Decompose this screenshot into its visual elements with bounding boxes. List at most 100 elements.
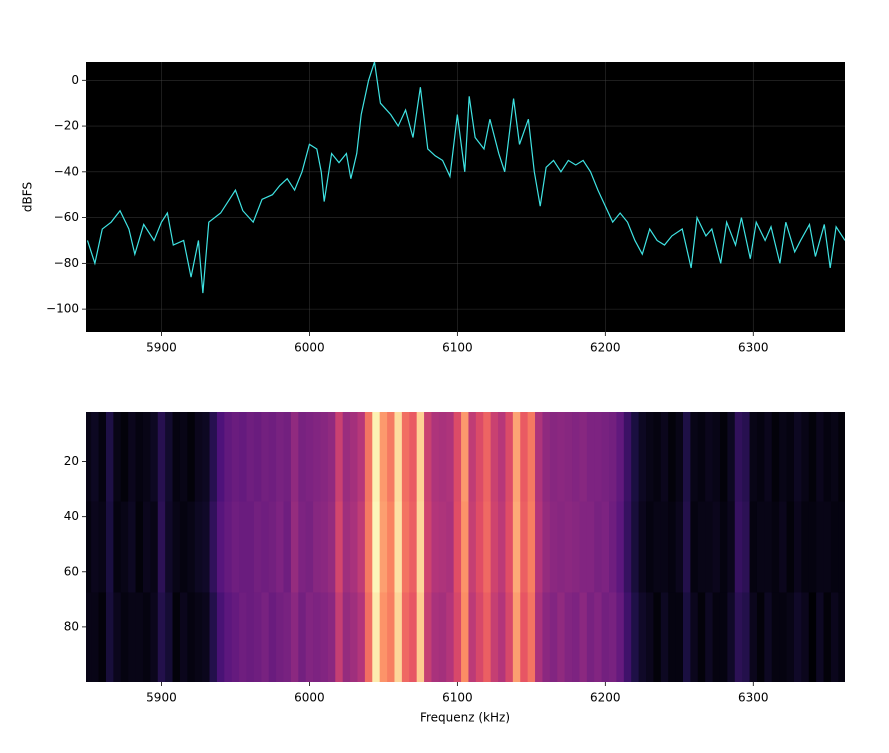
y-tick-label: −20: [54, 119, 79, 133]
y-tick-label: 20: [64, 454, 79, 468]
heatmap-cell: [586, 412, 595, 503]
heatmap-cell: [165, 501, 174, 593]
heatmap-cell: [816, 412, 825, 503]
heatmap-cell: [357, 592, 366, 682]
heatmap-cell: [668, 592, 677, 682]
heatmap-cell: [808, 412, 817, 503]
heatmap-cell: [675, 592, 684, 682]
heatmap-cell: [401, 412, 410, 503]
heatmap-cell: [224, 412, 233, 503]
heatmap-cell: [401, 501, 410, 593]
heatmap-cell: [179, 592, 188, 682]
heatmap-cell: [194, 501, 203, 593]
heatmap-cell: [505, 592, 514, 682]
y-tick-label: −60: [54, 210, 79, 224]
heatmap-cell: [461, 592, 469, 682]
heatmap-cell: [675, 501, 684, 593]
heatmap-cell: [387, 412, 395, 503]
heatmap-cell: [719, 412, 728, 503]
heatmap-cell: [712, 501, 721, 593]
heatmap-cell: [320, 412, 329, 503]
heatmap-cell: [682, 592, 691, 682]
heatmap-cell: [660, 412, 669, 503]
heatmap-cell: [387, 501, 395, 593]
heatmap-cell: [475, 501, 484, 593]
heatmap-cell: [586, 592, 595, 682]
heatmap-cell: [290, 501, 299, 593]
heatmap-cell: [498, 501, 506, 593]
heatmap-cell: [801, 592, 810, 682]
heatmap-cell: [216, 501, 225, 593]
heatmap-cell: [734, 412, 743, 503]
heatmap-cell: [786, 592, 795, 682]
heatmap-cell: [424, 592, 432, 682]
x-tick-label: 5900: [146, 341, 177, 355]
heatmap-cell: [298, 412, 307, 503]
heatmap-cell: [705, 592, 714, 682]
heatmap-cell: [779, 412, 788, 503]
heatmap-cell: [727, 412, 736, 503]
heatmap-cell: [283, 412, 292, 503]
heatmap-cell: [128, 412, 137, 503]
heatmap-cell: [453, 592, 462, 682]
heatmap-cell: [512, 412, 521, 503]
heatmap-cell: [416, 592, 425, 682]
heatmap-cell: [283, 592, 292, 682]
x-tick-label: 6300: [738, 691, 769, 705]
heatmap-cell: [719, 501, 728, 593]
heatmap-cell: [342, 501, 351, 593]
heatmap-cell: [601, 501, 610, 593]
heatmap-cell: [586, 501, 595, 593]
heatmap-cell: [653, 412, 662, 503]
heatmap-cell: [187, 501, 196, 593]
heatmap-cell: [187, 592, 196, 682]
heatmap-cell: [756, 501, 765, 593]
heatmap-cell: [594, 501, 603, 593]
heatmap-cell: [512, 501, 521, 593]
heatmap-cell: [742, 501, 751, 593]
heatmap-cell: [838, 412, 845, 503]
plot-content: [86, 62, 845, 332]
heatmap-cell: [98, 592, 107, 682]
heatmap-cell: [98, 501, 107, 593]
heatmap-cell: [357, 412, 366, 503]
heatmap-cell: [823, 412, 832, 503]
x-tick-label: 6300: [738, 341, 769, 355]
heatmap-cell: [305, 412, 314, 503]
heatmap-cell: [646, 412, 654, 503]
heatmap-cell: [209, 501, 218, 593]
heatmap-cell: [512, 592, 521, 682]
heatmap-cell: [276, 501, 285, 593]
heatmap-cell: [313, 592, 322, 682]
heatmap-cell: [350, 592, 358, 682]
heatmap-cell: [120, 592, 129, 682]
heatmap-cell: [394, 412, 403, 503]
heatmap-cell: [697, 412, 706, 503]
heatmap-cell: [549, 412, 558, 503]
heatmap-cell: [579, 412, 588, 503]
x-axis-label: Frequenz (kHz): [420, 711, 510, 725]
heatmap-cell: [742, 592, 751, 682]
heatmap-cell: [438, 501, 447, 593]
heatmap-cell: [564, 592, 573, 682]
heatmap-cell: [335, 412, 344, 503]
heatmap-cell: [239, 412, 248, 503]
heatmap-cell: [142, 592, 151, 682]
heatmap-cell: [416, 501, 425, 593]
heatmap-cell: [86, 501, 92, 593]
heatmap-cell: [194, 412, 203, 503]
heatmap-cell: [609, 501, 617, 593]
heatmap-cell: [490, 501, 499, 593]
heatmap-cell: [431, 592, 440, 682]
heatmap-cell: [438, 412, 447, 503]
heatmap-cell: [660, 501, 669, 593]
heatmap-cell: [261, 592, 270, 682]
heatmap-cell: [557, 501, 566, 593]
heatmap-cell: [793, 592, 802, 682]
heatmap-cell: [527, 501, 536, 593]
heatmap-cell: [786, 501, 795, 593]
heatmap-cell: [505, 412, 514, 503]
heatmap-cell: [394, 501, 403, 593]
heatmap-cell: [128, 501, 137, 593]
heatmap-cell: [357, 501, 366, 593]
